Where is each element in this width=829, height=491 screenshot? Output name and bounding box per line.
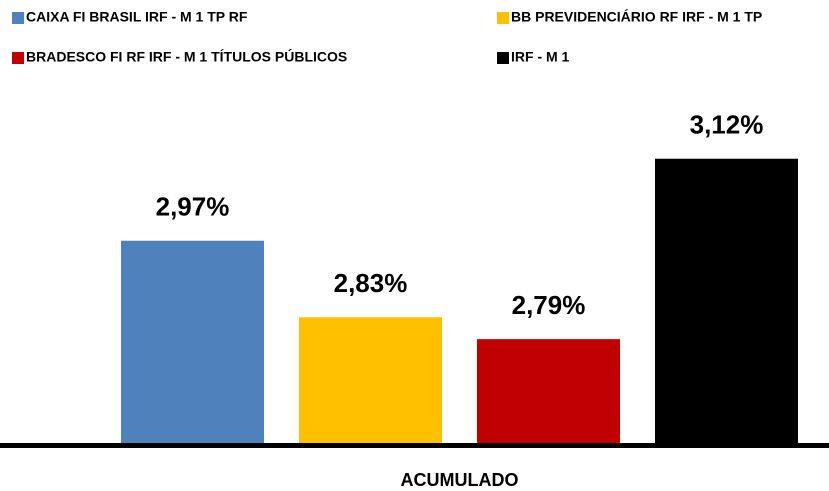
legend-swatch [497, 52, 509, 64]
data-label: 2,83% [334, 268, 408, 298]
x-tick-label: ACUMULADO [401, 470, 519, 490]
baseline [0, 443, 829, 448]
legend-label: BB PREVIDENCIÁRIO RF IRF - M 1 TP [511, 9, 762, 25]
legend-label: CAIXA FI BRASIL IRF - M 1 TP RF [26, 9, 248, 25]
legend-swatch [497, 12, 509, 24]
bar [655, 158, 798, 443]
bar [299, 317, 442, 443]
legend-label: IRF - M 1 [511, 49, 570, 65]
bar [477, 339, 620, 443]
data-label: 2,97% [156, 192, 230, 222]
legend-label: BRADESCO FI RF IRF - M 1 TÍTULOS PÚBLICO… [26, 48, 347, 65]
legend-swatch [12, 12, 24, 24]
bar [121, 240, 264, 443]
legend-swatch [12, 52, 24, 64]
data-label: 2,79% [512, 290, 586, 320]
data-label: 3,12% [690, 110, 764, 140]
